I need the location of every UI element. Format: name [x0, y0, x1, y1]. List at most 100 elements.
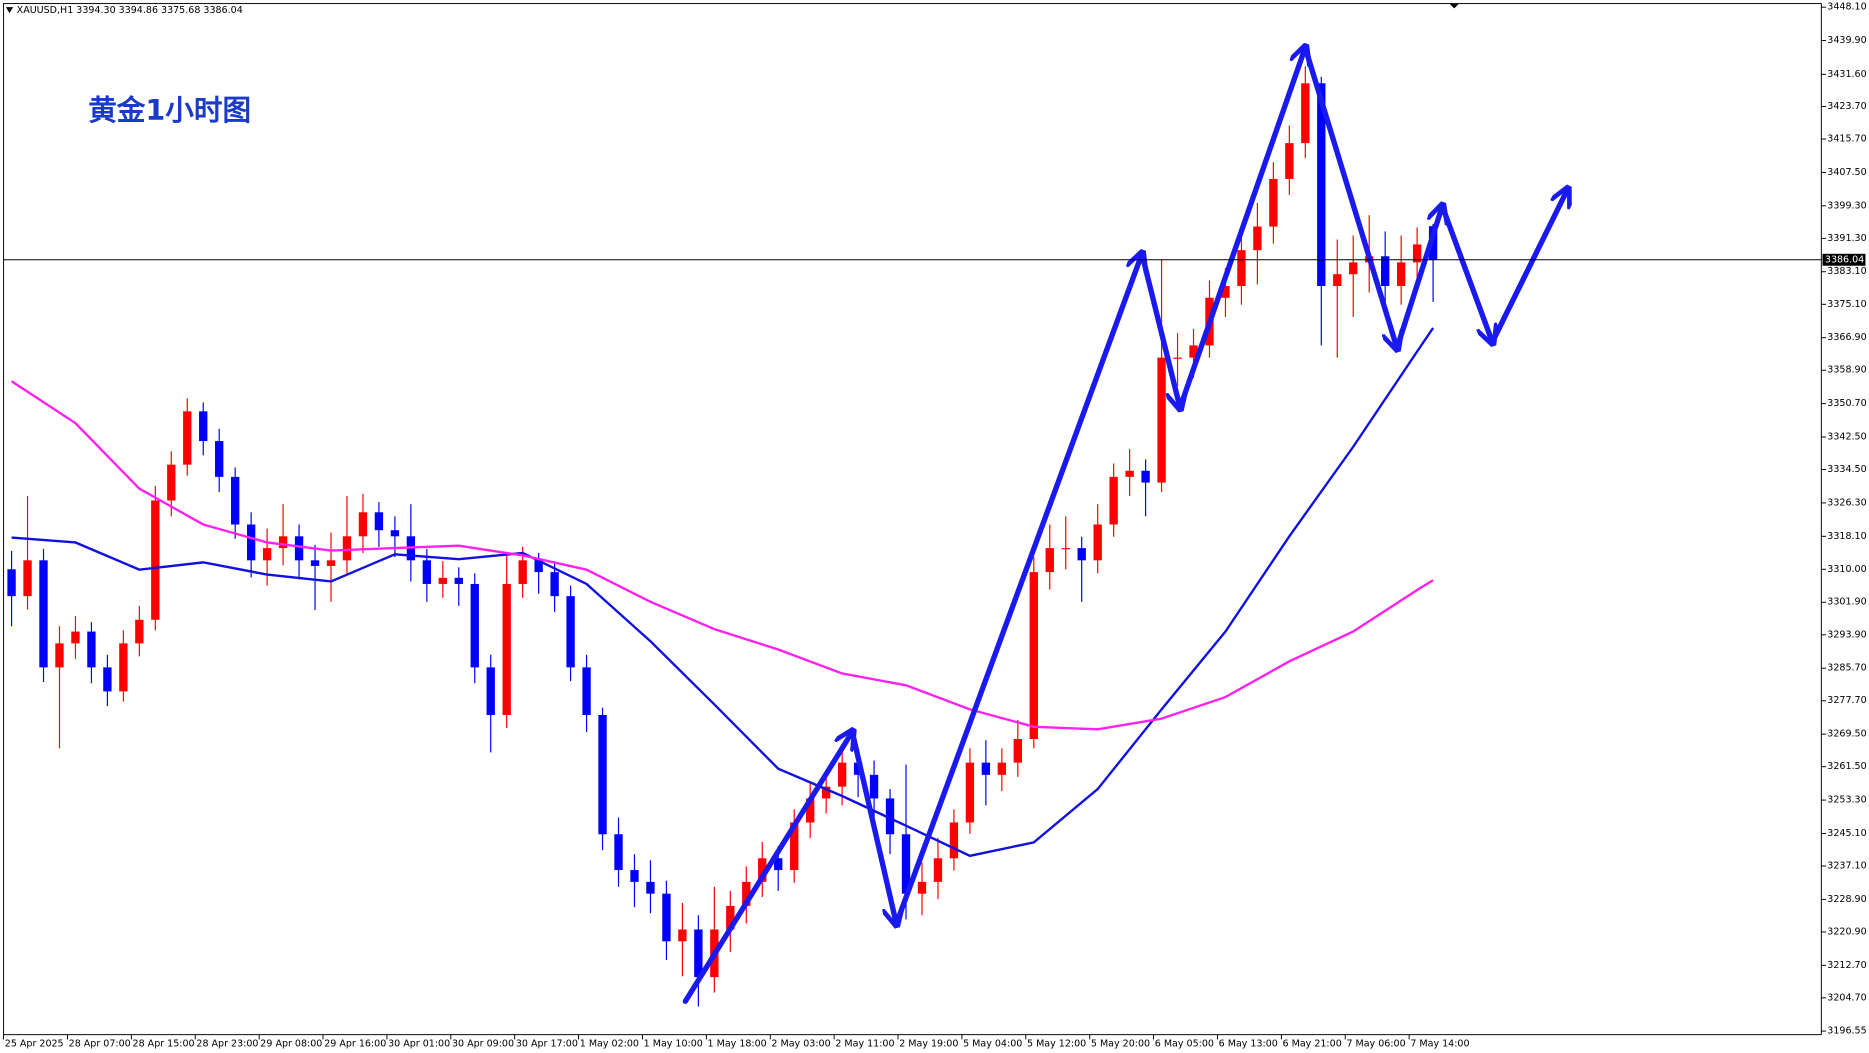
arrow: [1439, 203, 1492, 342]
last-price-label: 3386.04: [1825, 254, 1864, 265]
y-tick-label: 3293.90: [1827, 629, 1866, 640]
trend-arrows: [682, 48, 1567, 1004]
candle-body: [326, 560, 336, 567]
y-tick-label: 3350.70: [1827, 398, 1866, 409]
x-tick-label: 30 Apr 17:00: [516, 1039, 578, 1050]
candle-body: [246, 524, 256, 561]
y-tick-label: 3318.10: [1827, 531, 1866, 542]
candle-body: [1029, 572, 1038, 740]
y-tick-label: 3196.55: [1827, 1026, 1866, 1037]
x-tick-label: 2 May 03:00: [771, 1039, 830, 1050]
candle-body: [502, 583, 511, 715]
y-tick-label: 3399.30: [1827, 200, 1866, 211]
candle-body: [598, 714, 607, 835]
candle-body: [646, 881, 655, 894]
y-tick-label: 3448.10: [1827, 2, 1866, 13]
candle-body: [630, 870, 639, 882]
x-tick-label: 28 Apr 15:00: [133, 1039, 195, 1050]
candle-body: [1317, 83, 1326, 286]
candle-body: [742, 881, 751, 906]
candle-body: [1396, 262, 1406, 286]
x-tick-label: 29 Apr 16:00: [324, 1039, 386, 1050]
candle-body: [790, 822, 799, 871]
candle-body: [566, 596, 575, 668]
candle-body: [917, 881, 927, 894]
candle-body: [662, 893, 671, 942]
candle-body: [534, 560, 543, 573]
candle-body: [135, 619, 144, 644]
candle-body: [806, 798, 815, 823]
candle-body: [869, 774, 879, 799]
x-tick-label: 1 May 18:00: [708, 1039, 767, 1050]
candle-body: [151, 500, 160, 620]
x-tick-label: 28 Apr 23:00: [196, 1039, 258, 1050]
y-tick-label: 3407.50: [1827, 167, 1866, 178]
last-price-tag: [1822, 253, 1866, 266]
candle-body: [103, 667, 112, 692]
y-tick-label: 3383.10: [1827, 266, 1866, 277]
candle-body: [1189, 345, 1198, 358]
x-tick-label: 2 May 11:00: [835, 1039, 894, 1050]
candle-body: [215, 441, 224, 477]
x-tick-label: 1 May 10:00: [644, 1039, 703, 1050]
x-tick-label: 30 Apr 09:00: [452, 1039, 514, 1050]
candle-body: [1109, 476, 1118, 525]
candle-body: [1237, 250, 1246, 286]
candle-body: [1173, 357, 1182, 359]
candle-body: [262, 548, 272, 561]
y-tick-label: 3310.00: [1827, 564, 1866, 575]
candle-body: [981, 762, 991, 775]
shift-marker: [1449, 3, 1459, 9]
candle-body: [167, 464, 176, 501]
candle-body: [374, 512, 384, 531]
arrow: [1177, 48, 1305, 411]
y-tick-label: 3228.90: [1827, 894, 1866, 905]
candle-body: [694, 929, 703, 978]
candle-body: [518, 560, 527, 584]
candle-body: [837, 762, 847, 787]
arrow: [1394, 206, 1442, 351]
chart-title: XAUUSD,H1 3394.30 3394.86 3375.68 3386.0…: [17, 5, 243, 16]
x-tick-label: 7 May 06:00: [1346, 1039, 1405, 1050]
candle-body: [614, 834, 623, 871]
candle-body: [1349, 262, 1358, 275]
y-tick-label: 3220.90: [1827, 926, 1866, 937]
x-tick-label: 30 Apr 01:00: [388, 1039, 450, 1050]
candle-body: [1141, 470, 1150, 483]
symbol-icon: [5, 7, 14, 14]
y-tick-label: 3439.90: [1827, 35, 1866, 46]
candle-body: [933, 858, 943, 882]
marks: [7, 66, 1438, 1007]
candle-body: [390, 530, 400, 537]
candle-body: [949, 822, 959, 859]
candle-body: [997, 762, 1007, 775]
y-tick-label: 3269.50: [1827, 729, 1866, 740]
candle-body: [55, 643, 64, 668]
candle-body: [885, 798, 895, 835]
y-tick-label: 3261.50: [1827, 761, 1866, 772]
y-tick-label: 3253.30: [1827, 795, 1866, 806]
x-tick-label: 5 May 20:00: [1091, 1039, 1150, 1050]
x-tick-label: 6 May 13:00: [1219, 1039, 1278, 1050]
candle-body: [87, 631, 96, 668]
candle-body: [678, 929, 687, 942]
candle-body: [231, 476, 240, 525]
candle-body: [1221, 285, 1230, 298]
y-tick-label: 3415.70: [1827, 134, 1866, 145]
candle-body: [470, 583, 479, 668]
candle-body: [1412, 244, 1422, 263]
candle-body: [1269, 178, 1278, 227]
x-tick-label: 6 May 05:00: [1155, 1039, 1214, 1050]
y-tick-label: 3301.90: [1827, 597, 1866, 608]
moving-average: [11, 327, 1435, 858]
candle-body: [342, 536, 352, 561]
candle-body: [7, 569, 16, 597]
plot-frame: [3, 3, 1822, 1036]
candle-body: [422, 560, 432, 584]
candle-body: [71, 631, 80, 644]
y-tick-label: 3204.70: [1827, 992, 1866, 1003]
y-tick-label: 3431.60: [1827, 69, 1866, 80]
arrow: [682, 732, 852, 1004]
